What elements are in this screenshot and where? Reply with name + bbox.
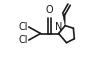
Text: O: O [46, 5, 54, 15]
Text: N: N [55, 22, 62, 32]
Text: Cl: Cl [19, 35, 28, 45]
Text: Cl: Cl [19, 22, 28, 32]
Polygon shape [63, 14, 65, 26]
